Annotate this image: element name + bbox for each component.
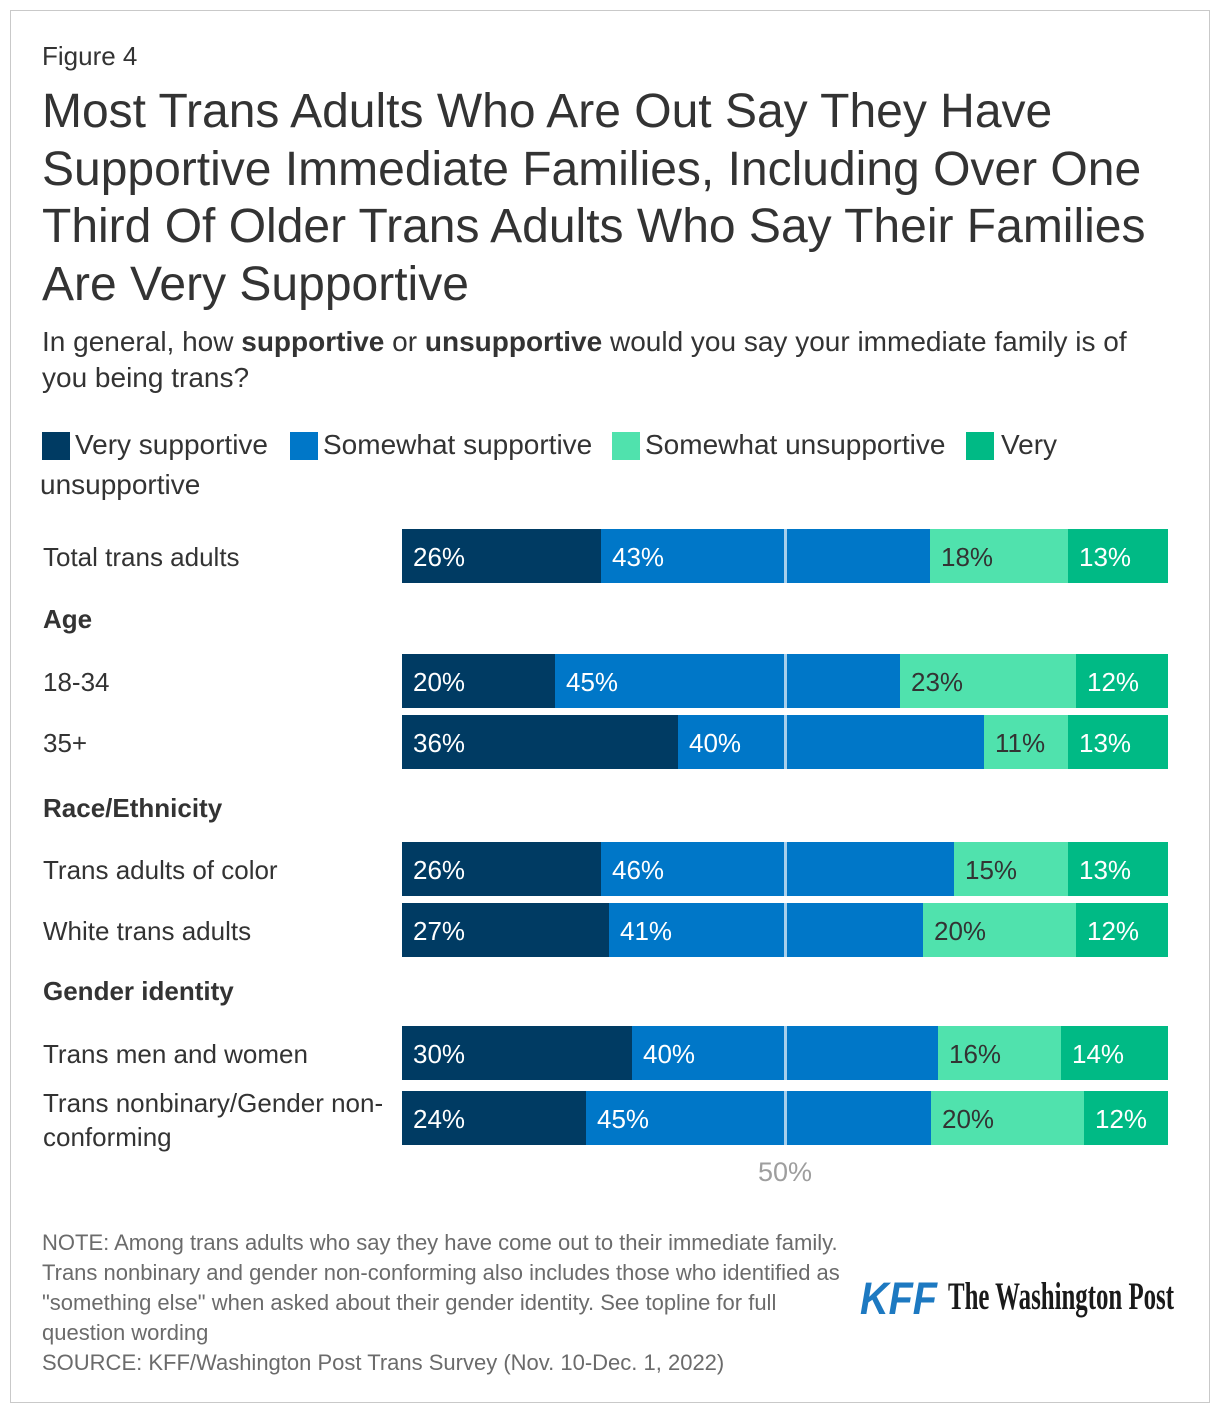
svg-text:The Washington Post: The Washington Post [948, 1276, 1174, 1318]
svg-text:KFF: KFF [860, 1281, 938, 1319]
